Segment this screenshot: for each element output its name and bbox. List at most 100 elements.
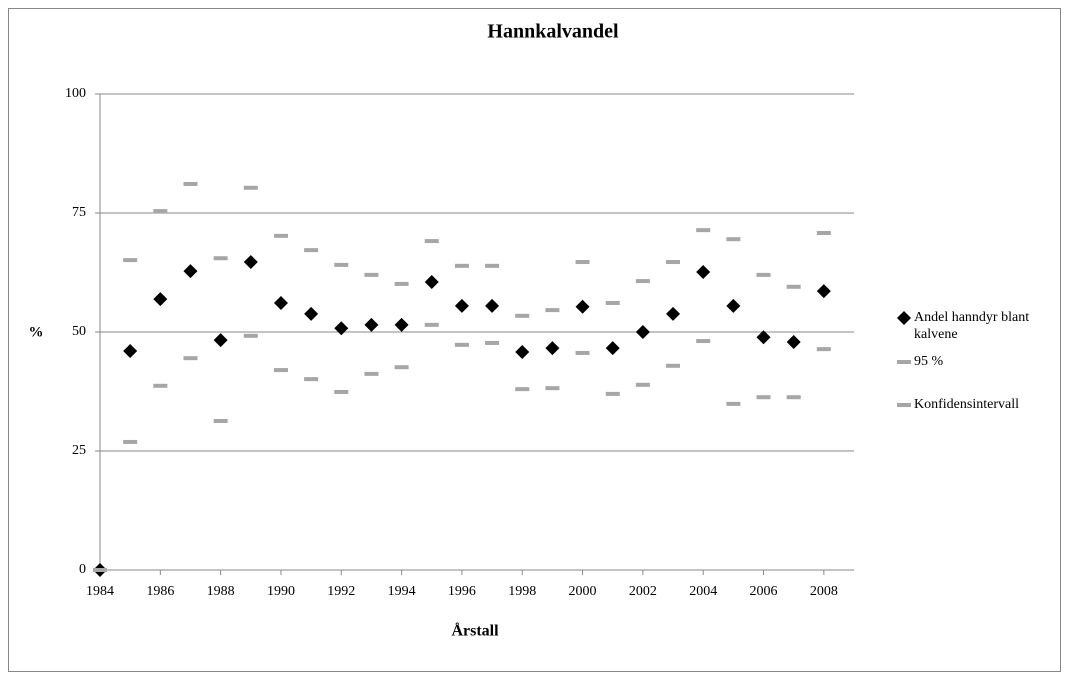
data-point [334, 262, 349, 267]
data-point [666, 306, 681, 321]
data-point [183, 264, 198, 279]
data-point [635, 325, 650, 339]
data-point [243, 185, 258, 190]
data-point [213, 333, 228, 348]
data-point [304, 306, 319, 321]
data-point [364, 317, 379, 332]
data-point [726, 237, 741, 242]
data-point [485, 298, 500, 313]
data-point [273, 368, 288, 373]
data-point [123, 439, 138, 444]
data-point [786, 395, 801, 400]
data-point [424, 322, 439, 327]
x-tick-label: 1988 [207, 584, 235, 599]
y-tick-label: 100 [65, 86, 86, 101]
data-point [424, 275, 439, 290]
data-point [334, 321, 349, 336]
data-point [816, 230, 831, 235]
y-tick-label: 0 [79, 562, 86, 577]
data-point [786, 334, 801, 349]
data-point [394, 317, 409, 332]
data-point [696, 339, 711, 344]
y-axis-title: % [29, 324, 44, 340]
data-point [696, 228, 711, 233]
x-tick-label: 1986 [146, 584, 174, 599]
data-point [454, 263, 469, 268]
x-tick-label: 1992 [327, 584, 355, 599]
legend-label: Konfidensintervall [914, 397, 1019, 412]
data-point [515, 313, 530, 318]
x-tick-label: 2006 [750, 584, 778, 599]
data-point [273, 295, 288, 310]
y-tick-label: 25 [72, 443, 86, 458]
data-point [123, 258, 138, 263]
legend-marker [897, 403, 911, 407]
data-point [696, 265, 711, 280]
data-point [304, 377, 319, 382]
data-point [364, 272, 379, 277]
data-point [485, 263, 500, 268]
x-tick-label: 1998 [508, 584, 536, 599]
data-point [394, 365, 409, 370]
data-point [424, 239, 439, 244]
data-point [153, 383, 168, 388]
data-point [575, 350, 590, 355]
x-tick-label: 2008 [810, 584, 838, 599]
chart-border [8, 8, 1061, 672]
data-point [635, 279, 650, 284]
x-tick-label: 2002 [629, 584, 657, 599]
data-point [153, 209, 168, 214]
data-point [786, 284, 801, 289]
data-point [364, 371, 379, 376]
data-point [756, 330, 771, 345]
data-point [394, 281, 409, 286]
data-point [605, 300, 620, 305]
x-tick-label: 1996 [448, 584, 476, 599]
data-point [93, 568, 107, 572]
legend-marker [897, 311, 911, 325]
x-tick-label: 1990 [267, 584, 295, 599]
data-point [575, 299, 590, 314]
data-point [515, 387, 530, 392]
legend-label: Andel hanndyr blant kalvene [914, 310, 1029, 342]
y-tick-label: 75 [72, 205, 86, 220]
data-point [666, 363, 681, 368]
data-point [273, 233, 288, 238]
data-point [123, 344, 138, 359]
data-point [756, 395, 771, 400]
x-tick-label: 2000 [569, 584, 597, 599]
data-point [183, 356, 198, 361]
legend-marker [897, 360, 911, 364]
data-point [213, 419, 228, 424]
x-tick-label: 2004 [689, 584, 717, 599]
x-axis-title: Årstall [451, 622, 499, 640]
data-point [756, 272, 771, 277]
data-point [454, 342, 469, 347]
data-point [575, 260, 590, 265]
data-point [666, 260, 681, 265]
data-point [213, 256, 228, 261]
data-point [726, 401, 741, 406]
y-tick-label: 50 [72, 324, 86, 339]
x-tick-label: 1984 [86, 584, 114, 599]
x-tick-label: 1994 [388, 584, 416, 599]
data-point [153, 292, 168, 307]
data-point [545, 341, 560, 356]
data-point [243, 333, 258, 338]
data-point [726, 298, 741, 313]
data-point [605, 391, 620, 396]
data-point [816, 284, 831, 299]
data-point [485, 340, 500, 345]
data-point [243, 255, 258, 270]
data-point [635, 382, 650, 387]
chart-title: Hannkalvandel [487, 21, 619, 43]
data-point [545, 386, 560, 391]
data-point [816, 347, 831, 352]
data-point [545, 308, 560, 313]
legend-label: 95 % [914, 354, 944, 369]
data-point [454, 298, 469, 313]
data-point [605, 341, 620, 356]
data-point [334, 389, 349, 394]
